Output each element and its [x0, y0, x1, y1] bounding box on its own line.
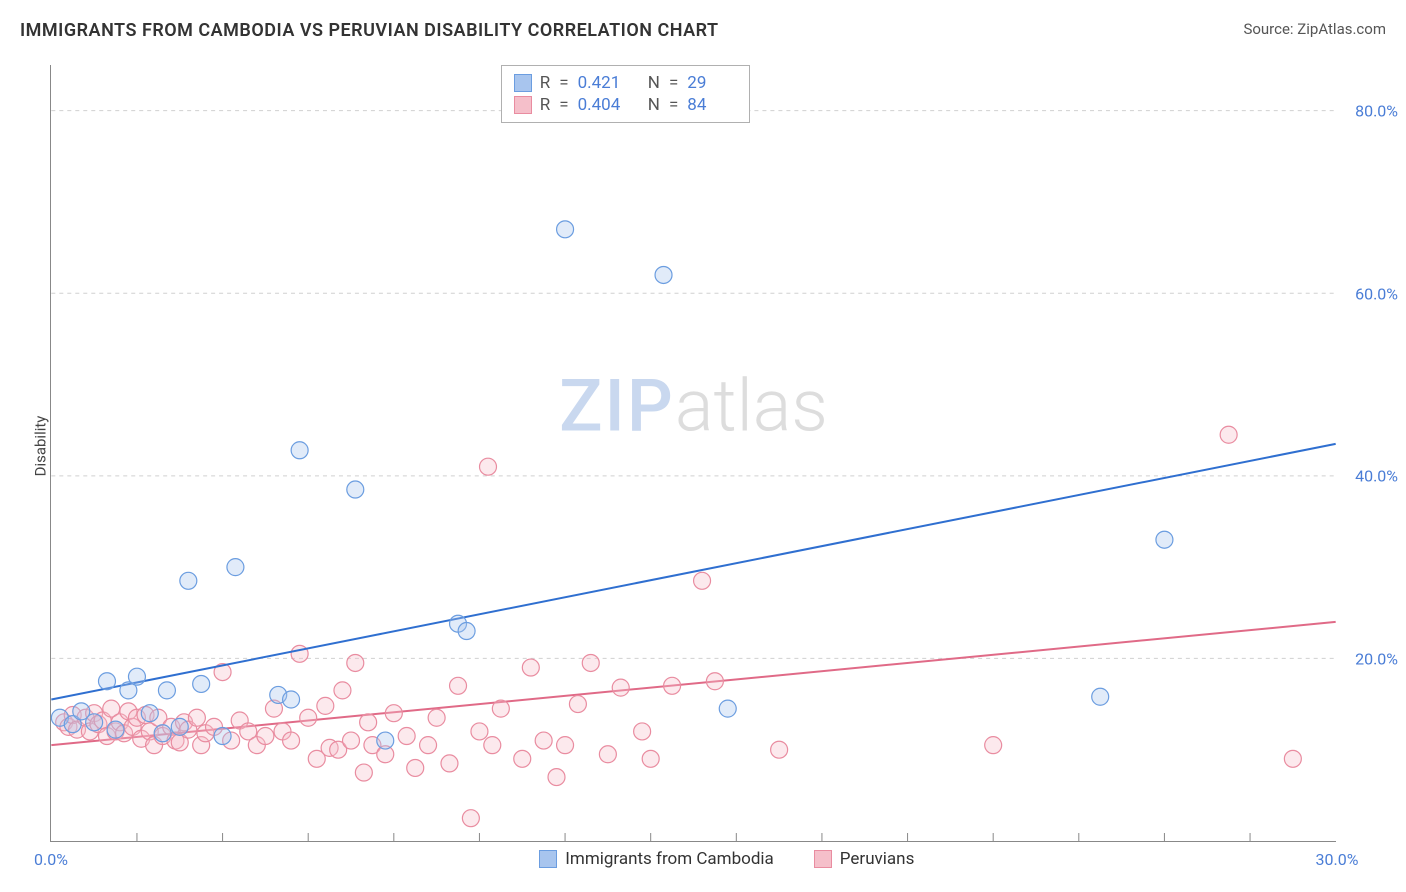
correlation-chart: IMMIGRANTS FROM CAMBODIA VS PERUVIAN DIS… [0, 0, 1406, 892]
r-value-peruvians: 0.404 [578, 95, 628, 115]
legend-label-peruvians: Peruvians [840, 849, 915, 869]
eq-sign: = [559, 73, 568, 93]
swatch-peruvians [814, 850, 832, 868]
n-value-cambodia: 29 [687, 73, 737, 93]
plot-area: ZIPatlas R = 0.421 N = 29 R = 0.404 N = [50, 65, 1336, 842]
r-label: R [540, 73, 550, 93]
eq-sign: = [669, 95, 678, 115]
source-name: ZipAtlas.com [1297, 20, 1386, 38]
y-tick-label: 40.0% [1355, 467, 1398, 486]
r-value-cambodia: 0.421 [578, 73, 628, 93]
n-value-peruvians: 84 [687, 95, 737, 115]
stats-row-peruvians: R = 0.404 N = 84 [514, 94, 738, 116]
x-tick-label: 30.0% [1316, 850, 1359, 869]
y-tick-label: 20.0% [1355, 650, 1398, 669]
plot-svg [51, 65, 1336, 841]
swatch-cambodia [539, 850, 557, 868]
source-prefix: Source: [1243, 20, 1297, 38]
r-label: R [540, 95, 550, 115]
legend-item-cambodia: Immigrants from Cambodia [539, 849, 774, 869]
chart-title: IMMIGRANTS FROM CAMBODIA VS PERUVIAN DIS… [20, 20, 719, 41]
stats-legend-box: R = 0.421 N = 29 R = 0.404 N = 84 [501, 65, 751, 123]
y-axis-label: Disability [31, 416, 49, 477]
bottom-legend: Immigrants from Cambodia Peruvians [539, 849, 914, 869]
eq-sign: = [559, 95, 568, 115]
legend-item-peruvians: Peruvians [814, 849, 915, 869]
y-tick-label: 80.0% [1355, 101, 1398, 120]
n-label: N [648, 95, 660, 115]
n-label: N [648, 73, 660, 93]
y-tick-label: 60.0% [1355, 284, 1398, 303]
swatch-cambodia [514, 74, 532, 92]
x-tick-label: 0.0% [34, 850, 68, 869]
legend-label-cambodia: Immigrants from Cambodia [565, 849, 774, 869]
eq-sign: = [669, 73, 678, 93]
source-attribution: Source: ZipAtlas.com [1243, 20, 1386, 38]
stats-row-cambodia: R = 0.421 N = 29 [514, 72, 738, 94]
swatch-peruvians [514, 96, 532, 114]
